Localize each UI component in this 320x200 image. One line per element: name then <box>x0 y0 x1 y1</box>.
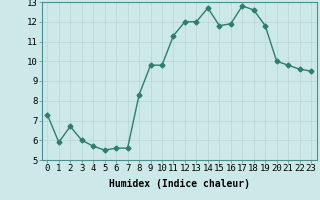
X-axis label: Humidex (Indice chaleur): Humidex (Indice chaleur) <box>109 179 250 189</box>
